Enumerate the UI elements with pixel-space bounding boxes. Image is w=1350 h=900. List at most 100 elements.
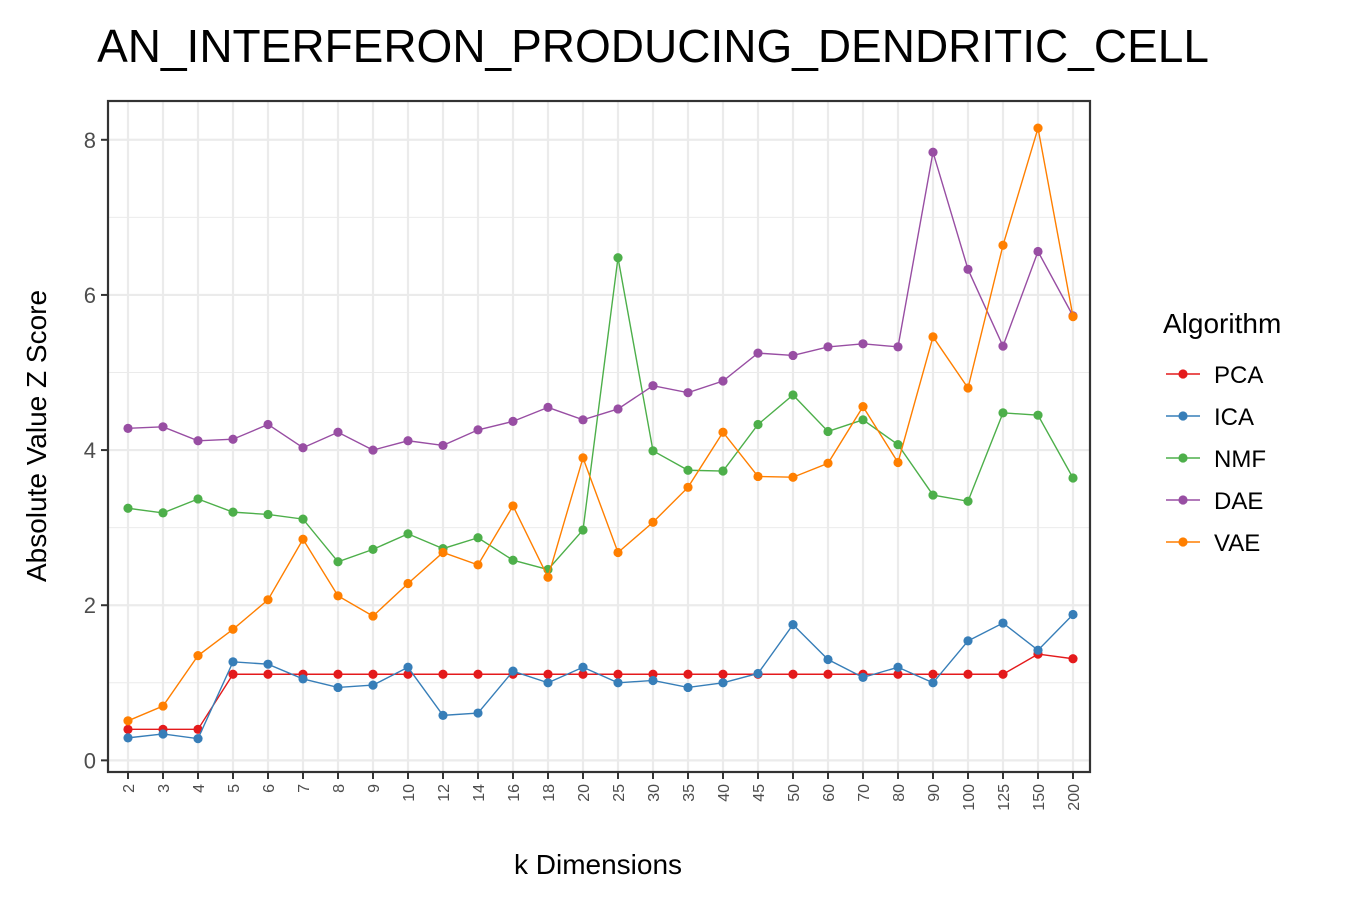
legend-key-point [1178,411,1188,421]
legend-key-point [1178,369,1188,379]
data-point-vae [1033,123,1043,133]
data-point-pca [823,669,833,679]
x-tick-label: 18 [541,784,558,802]
legend-label: DAE [1214,488,1263,515]
legend-label: ICA [1214,404,1254,431]
data-point-nmf [718,466,728,476]
x-tick-label: 7 [296,784,313,793]
legend-key-point [1178,453,1188,463]
data-point-ica [123,733,133,743]
data-point-vae [543,572,553,582]
data-point-nmf [998,408,1008,418]
data-point-ica [1033,645,1043,655]
x-tick-label: 10 [401,784,418,802]
series-line-dae [127,151,1074,451]
x-tick-label: 50 [786,784,803,802]
data-point-dae [613,404,623,414]
x-tick-label: 3 [156,784,173,793]
data-point-pca [963,669,973,679]
data-point-ica [298,674,308,684]
legend-label: VAE [1214,530,1260,557]
data-point-dae [193,436,203,446]
data-point-ica [893,662,903,672]
data-point-vae [158,701,168,711]
x-tick-label: 70 [856,784,873,802]
data-point-pca [473,669,483,679]
data-point-dae [753,348,763,358]
x-axis-title: k Dimensions [514,849,682,880]
data-point-dae [858,339,868,349]
x-tick-label: 40 [716,784,733,802]
data-point-nmf [123,503,133,513]
data-point-vae [333,591,343,601]
data-point-vae [368,611,378,621]
data-point-ica [683,682,693,693]
data-point-nmf [508,555,518,565]
data-point-nmf [193,494,203,504]
data-point-pca [368,669,378,679]
x-tick-label: 16 [506,784,523,802]
data-point-dae [578,415,588,425]
data-point-ica [578,662,588,672]
data-point-nmf [928,490,938,500]
panel-border [106,99,1092,774]
data-point-nmf [1068,473,1078,483]
data-point-pca [613,669,623,679]
data-point-vae [823,458,833,468]
data-point-vae [403,578,413,589]
legend-label: PCA [1214,362,1263,389]
data-point-dae [648,381,658,391]
data-point-vae [298,534,308,544]
data-point-ica [928,678,938,688]
data-point-vae [858,402,868,412]
data-point-nmf [263,509,273,520]
data-point-ica [263,659,273,669]
data-point-pca [333,669,343,679]
x-tick-label: 35 [681,784,698,802]
data-point-dae [998,341,1008,351]
x-tick-label: 5 [226,784,243,793]
data-point-dae [718,376,728,386]
x-tick-label: 14 [471,784,488,802]
legend-key-point [1178,495,1188,505]
data-point-pca [228,669,238,679]
data-point-pca [998,669,1008,679]
series-line-pca [128,653,1074,731]
data-point-ica [333,682,343,693]
data-point-nmf [613,253,623,263]
data-point-ica [1068,609,1078,620]
legend-key-point [1178,537,1188,547]
x-tick-label: 30 [646,784,663,802]
data-point-dae [403,436,413,446]
data-point-vae [753,471,763,482]
data-point-pca [438,669,448,679]
x-tick-label: 6 [261,784,278,793]
x-tick-label: 125 [996,784,1013,811]
data-point-nmf [228,507,238,517]
data-point-vae [123,716,133,726]
data-point-nmf [753,419,763,430]
data-point-ica [648,675,658,686]
data-point-dae [508,416,518,426]
data-point-pca [683,669,693,679]
series-line-ica [127,614,1074,740]
data-point-dae [263,419,273,430]
x-tick-label: 200 [1066,784,1083,811]
data-point-ica [403,662,413,672]
data-point-vae [963,383,973,393]
data-point-dae [438,440,448,451]
y-tick-label: 6 [84,283,96,308]
data-point-nmf [158,508,168,518]
data-point-dae [928,147,938,157]
data-point-nmf [1033,410,1043,420]
data-point-nmf [893,440,903,450]
data-point-ica [158,729,168,739]
data-point-dae [963,264,973,274]
data-point-dae [1033,246,1043,257]
data-point-pca [123,724,133,734]
data-point-ica [228,657,238,667]
data-point-nmf [473,533,483,543]
data-point-dae [228,434,238,444]
y-tick-label: 8 [84,128,96,153]
